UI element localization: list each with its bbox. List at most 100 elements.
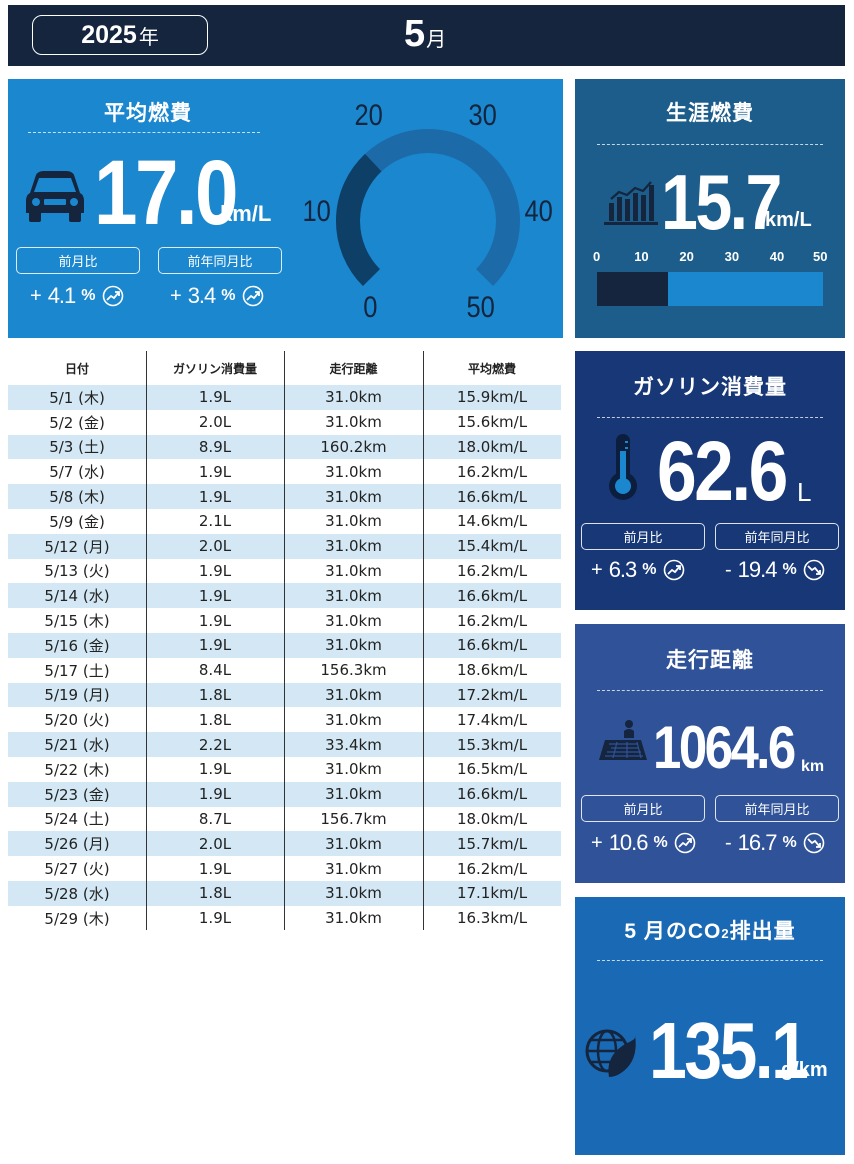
cell-avg-fuel: 16.6km/L bbox=[456, 487, 528, 506]
cell-avg-fuel: 17.1km/L bbox=[456, 884, 528, 903]
cell-date: 5/3 (土) bbox=[49, 438, 105, 457]
cell-distance: 31.0km bbox=[325, 512, 382, 531]
table-row: 5/20 (火) 1.8L 31.0km 17.4km/L bbox=[8, 707, 561, 732]
co2-title-post: 排出量 bbox=[729, 920, 796, 943]
table-row: 5/17 (土) 8.4L 156.3km 18.6km/L bbox=[8, 658, 561, 683]
table-row: 5/9 (金) 2.1L 31.0km 14.6km/L bbox=[8, 509, 561, 534]
trend-up-icon bbox=[102, 285, 123, 307]
table-body: 5/1 (木) 1.9L 31.0km 15.9km/L 5/2 (金) 2.0L 31.0… bbox=[8, 385, 561, 931]
cell-gasoline: 2.0L bbox=[198, 537, 232, 556]
mom-percent: % bbox=[642, 561, 657, 578]
cell-avg-fuel: 15.9km/L bbox=[456, 388, 528, 407]
cell-gasoline: 1.9L bbox=[198, 462, 232, 481]
cell-gasoline: 2.2L bbox=[198, 735, 232, 754]
cell-gasoline: 1.8L bbox=[198, 685, 232, 704]
gasoline-value: 62.6 bbox=[657, 424, 788, 518]
mom-value: 4.1 bbox=[47, 283, 77, 308]
table-row: 5/22 (木) 1.9L 31.0km 16.5km/L bbox=[8, 757, 561, 782]
cell-distance: 160.2km bbox=[320, 437, 387, 456]
cell-avg-fuel: 17.2km/L bbox=[456, 685, 528, 704]
cell-distance: 31.0km bbox=[325, 537, 382, 556]
trend-down-icon bbox=[803, 559, 825, 581]
month-unit: 月 bbox=[426, 29, 447, 51]
table-header: 日付 ガソリン消費量 走行距離 平均燃費 bbox=[8, 351, 561, 385]
cell-avg-fuel: 18.0km/L bbox=[456, 437, 528, 456]
cell-avg-fuel: 16.2km/L bbox=[456, 561, 528, 580]
cell-date: 5/24 (土) bbox=[44, 810, 110, 829]
average-fuel-value: 17.0 bbox=[94, 142, 239, 244]
lifetime-scale-label: 10 bbox=[634, 249, 649, 264]
gasoline-unit: L bbox=[797, 477, 812, 507]
cell-avg-fuel: 15.6km/L bbox=[456, 413, 528, 432]
lifetime-scale-label: 20 bbox=[679, 249, 694, 264]
lifetime-scale-label: 0 bbox=[593, 249, 601, 264]
lifetime-fuel-value: 15.7 bbox=[661, 158, 782, 246]
cell-gasoline: 1.9L bbox=[198, 785, 232, 804]
average-fuel-panel: 平均燃費 17.0 km/L 前月比 前年同月比 + 4.1 % + 3.4 %… bbox=[8, 79, 563, 338]
cell-date: 5/7 (水) bbox=[49, 463, 105, 482]
cell-gasoline: 1.9L bbox=[198, 636, 232, 655]
mom-value: 10.6 bbox=[608, 830, 649, 855]
cell-gasoline: 2.0L bbox=[198, 413, 232, 432]
lifetime-bar-track bbox=[597, 272, 823, 306]
cell-avg-fuel: 16.2km/L bbox=[456, 859, 528, 878]
bar-chart-icon bbox=[604, 181, 658, 225]
cell-gasoline: 8.7L bbox=[198, 809, 232, 828]
cell-distance: 31.0km bbox=[325, 859, 382, 878]
yoy-label: 前年同月比 bbox=[715, 795, 839, 822]
mom-label: 前月比 bbox=[581, 523, 705, 550]
cell-date: 5/20 (火) bbox=[44, 711, 110, 730]
yoy-change: + 3.4 % bbox=[170, 283, 264, 309]
yoy-value: 3.4 bbox=[187, 283, 217, 308]
yoy-percent: % bbox=[782, 561, 797, 578]
distance-unit: km bbox=[801, 758, 825, 775]
cell-distance: 31.0km bbox=[325, 685, 382, 704]
yoy-value: 19.4 bbox=[737, 557, 778, 582]
cell-gasoline: 1.9L bbox=[198, 859, 232, 878]
cell-gasoline: 2.0L bbox=[198, 834, 232, 853]
daily-fuel-table: 日付 ガソリン消費量 走行距離 平均燃費 5/1 (木) 1.9L 31.0km 15… bbox=[8, 351, 561, 931]
cell-date: 5/19 (月) bbox=[44, 686, 110, 705]
mom-label: 前月比 bbox=[581, 795, 705, 822]
cell-avg-fuel: 16.5km/L bbox=[456, 760, 528, 779]
cell-distance: 31.0km bbox=[325, 909, 382, 928]
month-selector[interactable]: 5 月 bbox=[404, 13, 446, 56]
yoy-sign: - bbox=[725, 558, 732, 581]
table-row: 5/7 (水) 1.9L 31.0km 16.2km/L bbox=[8, 459, 561, 484]
lifetime-scale-label: 30 bbox=[724, 249, 740, 264]
gauge-tick-10: 10 bbox=[302, 195, 331, 228]
cell-gasoline: 1.9L bbox=[198, 760, 232, 779]
distance-title: 走行距離 bbox=[666, 649, 754, 672]
cell-gasoline: 1.9L bbox=[198, 909, 232, 928]
cell-distance: 31.0km bbox=[325, 586, 382, 605]
yoy-label: 前年同月比 bbox=[158, 247, 282, 274]
cell-date: 5/9 (金) bbox=[49, 512, 105, 531]
mom-percent: % bbox=[81, 287, 96, 304]
cell-distance: 31.0km bbox=[325, 834, 382, 853]
table-row: 5/13 (火) 1.9L 31.0km 16.2km/L bbox=[8, 559, 561, 584]
yoy-label: 前年同月比 bbox=[715, 523, 839, 550]
cell-avg-fuel: 18.6km/L bbox=[456, 661, 528, 680]
average-fuel-unit: km/L bbox=[220, 201, 272, 226]
cell-avg-fuel: 16.2km/L bbox=[456, 462, 528, 481]
cell-date: 5/14 (水) bbox=[44, 587, 110, 606]
fuel-gauge bbox=[336, 129, 520, 287]
year-value: 2025 bbox=[81, 20, 137, 49]
cell-date: 5/22 (木) bbox=[44, 760, 110, 779]
distance-panel: 走行距離 1064.6 km 前月比 前年同月比 + 10.6 % - 16.7… bbox=[575, 624, 845, 883]
mom-percent: % bbox=[653, 834, 668, 851]
cell-date: 5/27 (火) bbox=[44, 860, 110, 879]
trend-down-icon bbox=[803, 832, 825, 854]
co2-title-pre: 5 月のCO bbox=[624, 920, 722, 943]
cell-gasoline: 2.1L bbox=[198, 512, 232, 531]
mom-sign: + bbox=[30, 284, 42, 307]
cell-gasoline: 8.9L bbox=[198, 437, 232, 456]
cell-date: 5/26 (月) bbox=[44, 835, 110, 854]
year-selector[interactable]: 2025 年 bbox=[32, 15, 208, 55]
gasoline-title: ガソリン消費量 bbox=[633, 376, 787, 399]
cell-date: 5/15 (木) bbox=[44, 612, 110, 631]
cell-date: 5/13 (火) bbox=[44, 562, 110, 581]
cell-distance: 156.3km bbox=[320, 661, 387, 680]
cell-gasoline: 1.9L bbox=[198, 586, 232, 605]
gauge-tick-30: 30 bbox=[468, 99, 497, 132]
